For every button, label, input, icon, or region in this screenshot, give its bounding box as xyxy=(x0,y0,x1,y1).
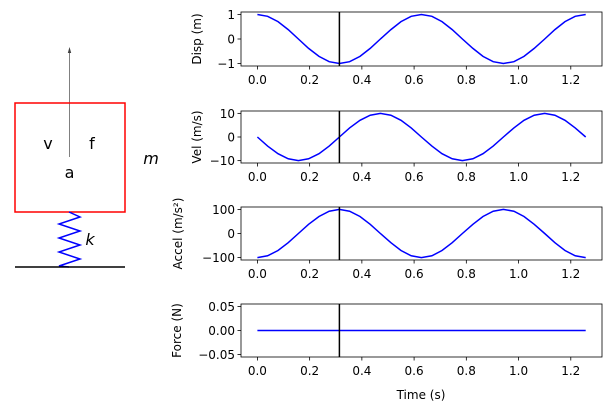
x-tick-label: 0.4 xyxy=(352,73,371,87)
subplot-3: 0.0 0.2 0.4 0.6 0.8 1.0 1.2 −0.05 0.00 0.05 Force … xyxy=(170,300,603,378)
x-tick-label: 0.4 xyxy=(352,267,371,281)
y-axis-label: Disp (m) xyxy=(190,13,204,64)
y-tick-label: 0 xyxy=(227,131,235,145)
y-axis-label: Accel (m/s²) xyxy=(171,198,185,270)
subplot-2: 0.0 0.2 0.4 0.6 0.8 1.0 1.2 −100 0 100 Accel (m/s²… xyxy=(171,198,603,281)
x-tick-label: 1.0 xyxy=(509,267,528,281)
x-tick-label: 0.6 xyxy=(405,364,424,378)
y-tick-label: −0.05 xyxy=(198,348,235,362)
acceleration-label: a xyxy=(65,163,75,182)
subplot-0: 0.0 0.2 0.4 0.6 0.8 1.0 1.2 −1 0 1 Disp (m) xyxy=(190,8,603,87)
y-tick-label: −100 xyxy=(202,251,235,265)
mass-label: m xyxy=(143,149,159,168)
y-tick-label: 0.05 xyxy=(208,300,235,314)
x-tick-label: 0.8 xyxy=(457,267,476,281)
x-tick-label: 0.6 xyxy=(405,170,424,184)
x-tick-label: 1.0 xyxy=(509,73,528,87)
force-label: f xyxy=(89,134,95,153)
y-axis-label: Vel (m/s) xyxy=(190,110,204,163)
y-tick-label: 100 xyxy=(212,203,235,217)
spring xyxy=(56,211,83,268)
x-tick-label: 1.2 xyxy=(561,73,580,87)
x-tick-label: 0.6 xyxy=(405,73,424,87)
axes-frame xyxy=(240,11,603,67)
x-tick-label: 1.2 xyxy=(561,364,580,378)
x-tick-label: 0.6 xyxy=(405,267,424,281)
spring-label: k xyxy=(85,230,95,249)
y-tick-label: −10 xyxy=(210,154,235,168)
x-tick-label: 0.0 xyxy=(248,364,267,378)
series-line xyxy=(257,208,586,259)
x-tick-label: 0.4 xyxy=(352,170,371,184)
x-tick-label: 1.2 xyxy=(561,170,580,184)
x-tick-label: 0.2 xyxy=(300,170,319,184)
x-tick-label: 1.0 xyxy=(509,170,528,184)
x-tick-label: 0.8 xyxy=(457,73,476,87)
x-tick-label: 0.8 xyxy=(457,170,476,184)
x-tick-label: 0.2 xyxy=(300,267,319,281)
x-tick-label: 0.0 xyxy=(248,73,267,87)
x-tick-label: 0.8 xyxy=(457,364,476,378)
x-tick-label: 0.2 xyxy=(300,73,319,87)
velocity-label: v xyxy=(43,134,52,153)
x-tick-label: 0.4 xyxy=(352,364,371,378)
y-tick-label: 10 xyxy=(220,107,235,121)
y-tick-label: −1 xyxy=(217,57,235,71)
axes-frame xyxy=(240,206,603,261)
x-tick-label: 0.2 xyxy=(300,364,319,378)
x-tick-label: 1.0 xyxy=(509,364,528,378)
x-axis-label: Time (s) xyxy=(396,388,446,402)
force-arrow-head xyxy=(67,47,72,53)
x-tick-label: 0.0 xyxy=(248,267,267,281)
x-tick-label: 1.2 xyxy=(561,267,580,281)
subplot-1: 0.0 0.2 0.4 0.6 0.8 1.0 1.2 −10 0 10 Vel (m/s) xyxy=(190,107,603,184)
series-line xyxy=(256,112,587,162)
y-tick-label: 0.00 xyxy=(208,324,235,338)
y-tick-label: 1 xyxy=(227,8,235,22)
y-tick-label: 0 xyxy=(227,227,235,241)
series-line xyxy=(257,13,586,65)
x-tick-label: 0.0 xyxy=(248,170,267,184)
y-axis-label: Force (N) xyxy=(170,303,184,358)
y-tick-label: 0 xyxy=(227,33,235,47)
mass-spring-diagram: v f a m k xyxy=(14,47,159,268)
